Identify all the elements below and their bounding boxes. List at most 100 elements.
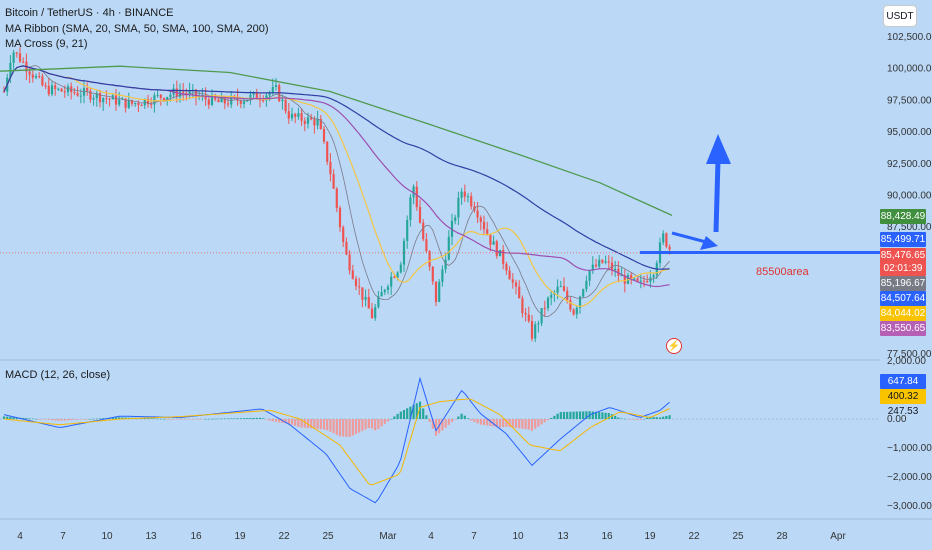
macd-histogram-bar bbox=[207, 418, 210, 420]
macd-histogram-bar bbox=[25, 418, 28, 419]
macd-histogram-bar bbox=[633, 419, 636, 420]
macd-histogram-bar bbox=[194, 419, 198, 420]
candle-body bbox=[242, 101, 246, 104]
price-tag-countdown: 02:01:39 bbox=[880, 261, 926, 276]
candle-body bbox=[534, 324, 537, 339]
candle-body bbox=[374, 307, 377, 319]
candle-body bbox=[255, 92, 258, 100]
symbol-legend[interactable]: Bitcoin / TetherUS · 4h · BINANCE bbox=[5, 7, 174, 19]
candle-body bbox=[178, 91, 182, 97]
macd-histogram-bar bbox=[294, 419, 297, 426]
macd-histogram-bar bbox=[249, 418, 252, 419]
candle-body bbox=[54, 85, 57, 89]
macd-histogram-bar bbox=[447, 419, 450, 425]
candle-body bbox=[262, 99, 265, 101]
macd-histogram-bar bbox=[415, 403, 418, 419]
candle-body bbox=[41, 76, 44, 86]
candle-body bbox=[108, 98, 111, 100]
sma-200-line bbox=[0, 65, 673, 216]
candle-body bbox=[300, 113, 303, 121]
candle-body bbox=[140, 105, 143, 107]
macd-histogram-bar bbox=[306, 419, 310, 429]
candle-body bbox=[18, 53, 22, 62]
macd-histogram-bar bbox=[329, 419, 332, 432]
macd-histogram-bar bbox=[457, 416, 460, 419]
macd-histogram-bar bbox=[262, 418, 265, 419]
flash-icon[interactable]: ⚡ bbox=[666, 338, 682, 354]
macd-histogram-bar bbox=[265, 419, 268, 420]
time-axis-label: 4 bbox=[428, 531, 434, 542]
candle-body bbox=[623, 275, 626, 284]
macd-histogram-bar bbox=[463, 415, 466, 419]
macd-histogram-bar bbox=[70, 419, 73, 421]
time-axis-label: 13 bbox=[145, 531, 157, 542]
macd-histogram-bar bbox=[214, 418, 217, 420]
arrow-up-shaft bbox=[713, 159, 721, 233]
time-axis-label: 16 bbox=[190, 531, 202, 542]
candle-body bbox=[329, 161, 332, 175]
candle-body bbox=[508, 270, 511, 280]
macd-histogram-bar bbox=[431, 419, 434, 429]
macd-histogram-bar bbox=[121, 417, 124, 419]
candle-body bbox=[441, 269, 444, 282]
time-axis-label: 10 bbox=[101, 531, 113, 542]
macd-legend[interactable]: MACD (12, 26, close) bbox=[5, 369, 111, 381]
macd-histogram-bar bbox=[47, 419, 50, 420]
macd-histogram-bar bbox=[460, 413, 463, 419]
candle-body bbox=[588, 270, 591, 281]
sma-20-line bbox=[3, 65, 670, 308]
candle-body bbox=[12, 52, 15, 63]
time-axis-label: 25 bbox=[732, 531, 744, 542]
candle-body bbox=[444, 259, 447, 270]
candle-body bbox=[572, 309, 575, 315]
macd-histogram-bar bbox=[92, 418, 95, 420]
macd-histogram-bar bbox=[86, 419, 89, 420]
macd-histogram-bar bbox=[172, 419, 175, 420]
candle-body bbox=[482, 221, 486, 230]
arrow-right-shaft bbox=[671, 231, 707, 244]
candle-body bbox=[290, 113, 294, 119]
candle-body bbox=[457, 197, 460, 218]
area-annotation-label[interactable]: 85500area bbox=[756, 266, 809, 278]
macd-histogram-bar bbox=[89, 418, 92, 420]
macd-histogram-bar bbox=[54, 419, 57, 421]
candle-body bbox=[543, 308, 546, 310]
macd-histogram-bar bbox=[546, 419, 550, 421]
candle-body bbox=[489, 234, 492, 245]
macd-histogram-bar bbox=[486, 419, 489, 426]
macd-histogram-bar bbox=[450, 419, 454, 423]
ma-ribbon-legend[interactable]: MA Ribbon (SMA, 20, SMA, 50, SMA, 100, S… bbox=[5, 23, 269, 35]
macd-histogram-bar bbox=[342, 419, 345, 437]
macd-histogram-bar bbox=[454, 419, 457, 420]
macd-histogram-bar bbox=[102, 418, 105, 419]
macd-histogram-bar bbox=[396, 413, 399, 419]
macd-histogram-bar bbox=[82, 419, 86, 420]
macd-histogram-bar bbox=[198, 419, 201, 420]
candle-body bbox=[73, 91, 76, 93]
macd-histogram-bar bbox=[252, 417, 255, 419]
ma-cross-legend[interactable]: MA Cross (9, 21) bbox=[5, 38, 88, 50]
candle-body bbox=[380, 292, 383, 297]
macd-histogram-bar bbox=[428, 419, 431, 423]
macd-histogram-bar bbox=[511, 419, 514, 428]
macd-histogram-bar bbox=[246, 418, 249, 419]
candle-body bbox=[86, 88, 89, 91]
macd-histogram-bar bbox=[662, 416, 665, 419]
macd-histogram-bar bbox=[425, 415, 428, 419]
macd-histogram-bar bbox=[370, 419, 374, 429]
macd-histogram-bar bbox=[169, 419, 172, 420]
currency-button[interactable]: USDT bbox=[883, 5, 917, 27]
time-axis-label: 16 bbox=[601, 531, 613, 542]
macd-histogram-bar bbox=[582, 411, 585, 419]
macd-histogram-bar bbox=[236, 418, 239, 419]
macd-histogram-bar bbox=[380, 419, 383, 427]
price-tag-ma50: 84,507.64 bbox=[880, 291, 926, 306]
macd-histogram-bar bbox=[636, 419, 639, 420]
macd-histogram-bar bbox=[185, 419, 188, 420]
candle-body bbox=[524, 313, 527, 315]
macd-axis-label: −2,000.00 bbox=[887, 472, 932, 483]
macd-histogram-bar bbox=[223, 418, 226, 420]
candle-body bbox=[223, 97, 226, 104]
candle-body bbox=[370, 308, 374, 319]
